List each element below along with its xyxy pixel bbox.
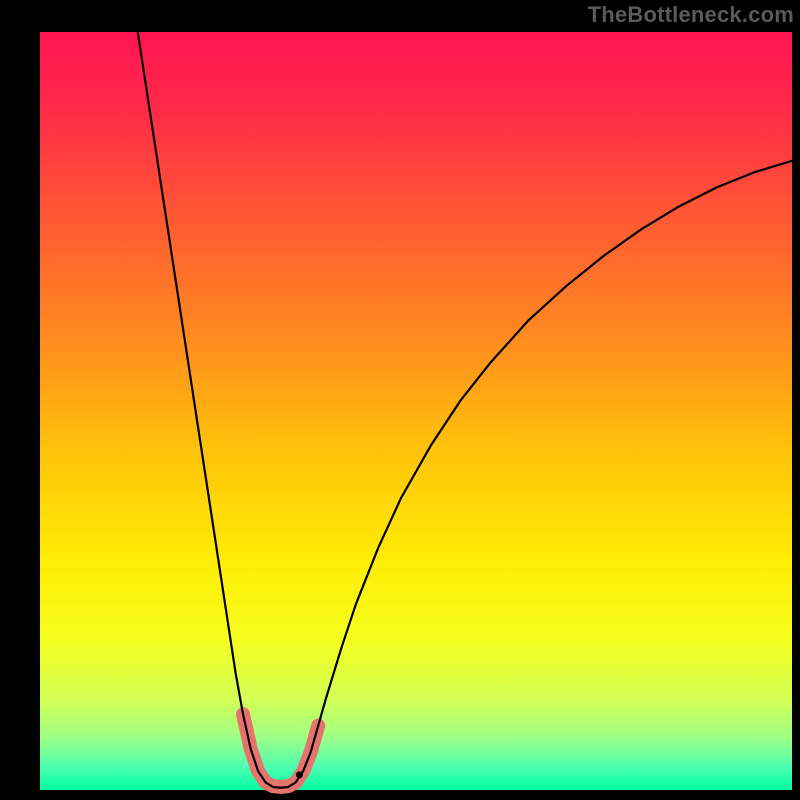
bottleneck-chart [0, 0, 800, 800]
watermark-text: TheBottleneck.com [588, 2, 794, 28]
chart-stage: TheBottleneck.com [0, 0, 800, 800]
plot-background [40, 32, 792, 790]
optimal-point-dot [296, 771, 303, 778]
